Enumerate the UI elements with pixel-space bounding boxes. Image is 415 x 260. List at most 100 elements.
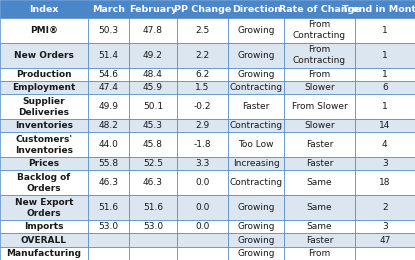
Text: Slower: Slower bbox=[304, 121, 335, 130]
Bar bbox=[129, 68, 177, 81]
Text: 49.9: 49.9 bbox=[98, 102, 118, 111]
Text: 54.6: 54.6 bbox=[98, 70, 118, 79]
Bar bbox=[129, 18, 177, 43]
Bar bbox=[284, 81, 354, 94]
Text: Growing: Growing bbox=[237, 236, 275, 245]
Bar bbox=[88, 220, 129, 233]
Bar bbox=[129, 195, 177, 220]
Text: 2.2: 2.2 bbox=[195, 51, 210, 60]
Text: Faster: Faster bbox=[306, 159, 333, 168]
Text: 50.1: 50.1 bbox=[143, 102, 163, 111]
Bar bbox=[177, 220, 228, 233]
Text: Prices: Prices bbox=[28, 159, 59, 168]
Bar bbox=[284, 0, 354, 18]
Bar bbox=[284, 233, 354, 247]
Text: 3: 3 bbox=[382, 222, 388, 231]
Bar bbox=[88, 18, 129, 43]
Text: From: From bbox=[308, 70, 331, 79]
Text: OVERALL: OVERALL bbox=[21, 236, 67, 245]
Bar bbox=[177, 157, 228, 171]
Text: 52.5: 52.5 bbox=[143, 159, 163, 168]
Text: Customers'
Inventories: Customers' Inventories bbox=[15, 135, 73, 155]
Bar bbox=[354, 18, 415, 43]
Bar bbox=[177, 68, 228, 81]
Text: Growing: Growing bbox=[237, 26, 275, 35]
Text: 47.4: 47.4 bbox=[98, 83, 118, 92]
Bar bbox=[284, 220, 354, 233]
Text: Inventories: Inventories bbox=[15, 121, 73, 130]
Text: New Export
Orders: New Export Orders bbox=[15, 198, 73, 218]
Bar bbox=[0, 157, 88, 171]
Text: 48.4: 48.4 bbox=[143, 70, 163, 79]
Text: March: March bbox=[92, 4, 124, 14]
Bar bbox=[228, 220, 284, 233]
Text: 47.8: 47.8 bbox=[143, 26, 163, 35]
Bar bbox=[129, 220, 177, 233]
Text: 48.2: 48.2 bbox=[98, 121, 118, 130]
Bar bbox=[354, 195, 415, 220]
Bar bbox=[0, 220, 88, 233]
Text: PMI®: PMI® bbox=[30, 26, 58, 35]
Text: Growing: Growing bbox=[237, 249, 275, 258]
Text: 46.3: 46.3 bbox=[98, 178, 118, 187]
Text: Faster: Faster bbox=[306, 140, 333, 149]
Text: From
Contracting: From Contracting bbox=[293, 45, 346, 65]
Text: 49.2: 49.2 bbox=[143, 51, 163, 60]
Text: Supplier
Deliveries: Supplier Deliveries bbox=[18, 97, 69, 117]
Bar bbox=[228, 18, 284, 43]
Text: Too Low: Too Low bbox=[239, 140, 274, 149]
Bar bbox=[228, 119, 284, 132]
Bar bbox=[0, 68, 88, 81]
Text: From Slower: From Slower bbox=[292, 102, 347, 111]
Text: 45.3: 45.3 bbox=[143, 121, 163, 130]
Text: 51.6: 51.6 bbox=[143, 203, 163, 212]
Bar bbox=[284, 157, 354, 171]
Bar bbox=[354, 0, 415, 18]
Text: Slower: Slower bbox=[304, 83, 335, 92]
Text: 14: 14 bbox=[379, 121, 391, 130]
Bar bbox=[354, 157, 415, 171]
Text: 44.0: 44.0 bbox=[98, 140, 118, 149]
Bar bbox=[177, 18, 228, 43]
Bar bbox=[354, 220, 415, 233]
Bar bbox=[284, 94, 354, 119]
Text: Same: Same bbox=[307, 203, 332, 212]
Text: 50.3: 50.3 bbox=[98, 26, 118, 35]
Bar bbox=[228, 81, 284, 94]
Bar bbox=[228, 233, 284, 247]
Bar bbox=[228, 195, 284, 220]
Text: Rate of Change: Rate of Change bbox=[278, 4, 360, 14]
Bar bbox=[129, 81, 177, 94]
Bar bbox=[284, 18, 354, 43]
Text: 51.6: 51.6 bbox=[98, 203, 118, 212]
Bar bbox=[177, 43, 228, 68]
Text: 1: 1 bbox=[382, 70, 388, 79]
Bar bbox=[0, 81, 88, 94]
Bar bbox=[0, 43, 88, 68]
Bar bbox=[228, 247, 284, 260]
Bar bbox=[129, 233, 177, 247]
Bar bbox=[177, 171, 228, 195]
Bar bbox=[0, 171, 88, 195]
Text: Same: Same bbox=[307, 222, 332, 231]
Bar bbox=[177, 195, 228, 220]
Text: From: From bbox=[308, 249, 331, 258]
Text: New Orders: New Orders bbox=[14, 51, 74, 60]
Bar bbox=[88, 132, 129, 157]
Text: 6.2: 6.2 bbox=[195, 70, 210, 79]
Text: 47: 47 bbox=[379, 236, 391, 245]
Bar bbox=[354, 68, 415, 81]
Text: Backlog of
Orders: Backlog of Orders bbox=[17, 173, 71, 193]
Text: Production: Production bbox=[16, 70, 72, 79]
Bar bbox=[0, 233, 88, 247]
Text: -0.2: -0.2 bbox=[194, 102, 211, 111]
Bar bbox=[354, 247, 415, 260]
Bar bbox=[0, 195, 88, 220]
Bar bbox=[354, 119, 415, 132]
Text: Same: Same bbox=[307, 178, 332, 187]
Bar bbox=[177, 233, 228, 247]
Bar bbox=[284, 195, 354, 220]
Bar bbox=[88, 157, 129, 171]
Text: 3: 3 bbox=[382, 159, 388, 168]
Text: Faster: Faster bbox=[306, 236, 333, 245]
